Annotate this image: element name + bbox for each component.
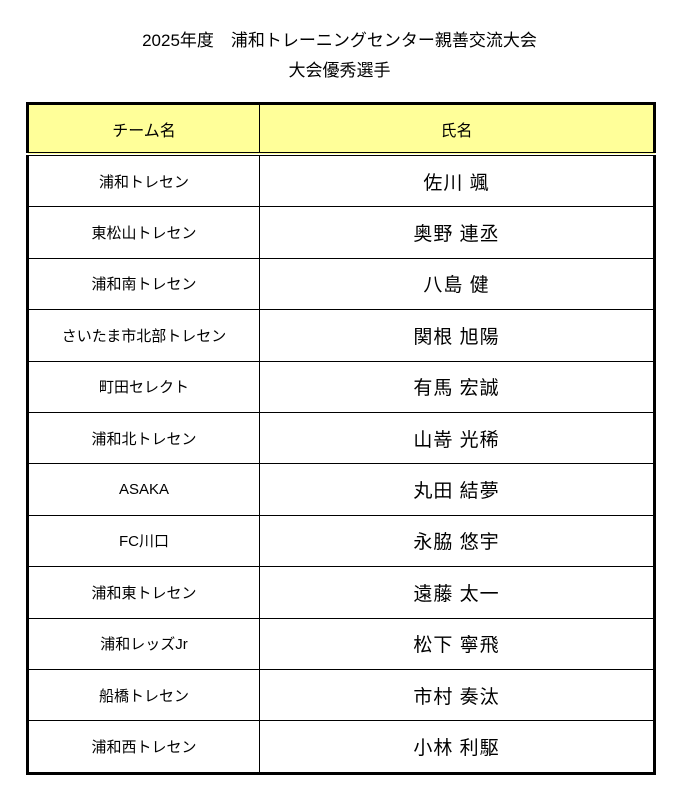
player-name-column-header: 氏名 (259, 103, 655, 156)
team-name-cell: FC川口 (27, 514, 260, 568)
player-name-cell: 八島 健 (259, 257, 655, 311)
table-row: 浦和南トレセン 八島 健 (27, 257, 655, 311)
player-name-cell: 奥野 連丞 (259, 206, 655, 259)
table-row: 浦和トレセン 佐川 颯 (27, 153, 655, 208)
award-players-table: チーム名 氏名 浦和トレセン 佐川 颯東松山トレセン 奥野 連丞 浦和南トレセン 八島 … (26, 102, 656, 775)
player-name-cell: 小林 利駆 (259, 720, 655, 774)
team-name-cell: 浦和東トレセン (27, 566, 260, 619)
table-row: 浦和レッズJr 松下 寧飛 (27, 617, 655, 670)
team-name-cell: 東松山トレセン (27, 206, 260, 259)
team-name-cell: 浦和レッズJr (27, 617, 260, 670)
team-name-column-header: チーム名 (27, 103, 260, 156)
team-name-cell: 町田セレクト (27, 360, 260, 413)
tournament-title: 2025年度 浦和トレーニングセンター親善交流大会 (142, 31, 537, 50)
table-row: FC川口 永脇 悠宇 (27, 514, 655, 568)
player-name-cell: 遠藤 太一 (259, 566, 655, 619)
table-row: 東松山トレセン 奥野 連丞 (27, 206, 655, 259)
player-name-cell: 山嵜 光稀 (259, 411, 655, 465)
table-row: さいたま市北部トレセン 関根 旭陽 (27, 309, 655, 362)
table-row: 浦和東トレセン 遠藤 太一 (27, 566, 655, 619)
player-name-cell: 有馬 宏誠 (259, 360, 655, 413)
table-row: 町田セレクト 有馬 宏誠 (27, 360, 655, 413)
team-name-cell: さいたま市北部トレセン (27, 309, 260, 362)
table-row: 船橋トレセン 市村 奏汰 (27, 668, 655, 722)
team-name-cell: ASAKA (27, 463, 260, 516)
team-name-cell: 浦和トレセン (27, 153, 260, 208)
table-header-row: チーム名 氏名 (27, 103, 655, 156)
player-name-cell: 松下 寧飛 (259, 617, 655, 670)
player-name-cell: 市村 奏汰 (259, 668, 655, 722)
player-name-cell: 丸田 結夢 (259, 463, 655, 516)
player-name-cell: 関根 旭陽 (259, 309, 655, 362)
team-name-cell: 浦和西トレセン (27, 720, 260, 774)
team-name-cell: 船橋トレセン (27, 668, 260, 722)
document-header: 2025年度 浦和トレーニングセンター親善交流大会 大会優秀選手 (0, 0, 679, 84)
team-name-cell: 浦和南トレセン (27, 257, 260, 311)
table-row: 浦和北トレセン 山嵜 光稀 (27, 411, 655, 465)
document-subtitle: 大会優秀選手 (288, 61, 391, 80)
player-name-cell: 永脇 悠宇 (259, 514, 655, 568)
player-name-cell: 佐川 颯 (259, 153, 655, 208)
team-name-cell: 浦和北トレセン (27, 411, 260, 465)
table-row: ASAKA 丸田 結夢 (27, 463, 655, 516)
table-row: 浦和西トレセン 小林 利駆 (27, 720, 655, 774)
award-players-table-body: 浦和トレセン 佐川 颯東松山トレセン 奥野 連丞 浦和南トレセン 八島 健さいたま市北部… (27, 153, 655, 774)
